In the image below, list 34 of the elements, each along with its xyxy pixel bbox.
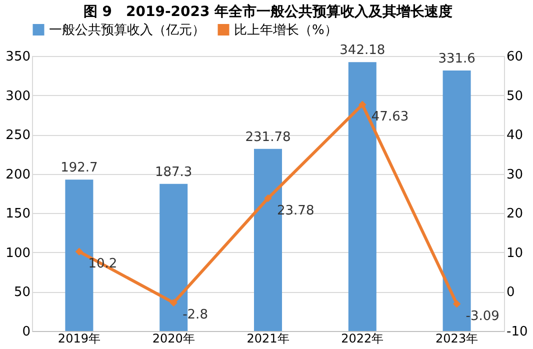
y2-tick-label: 50 — [506, 88, 524, 104]
data-label: 187.3 — [154, 164, 192, 180]
y2-tick-label: 40 — [506, 128, 524, 144]
chart-title: 图 9 2019-2023 年全市一般公共预算收入及其增长速度 — [83, 3, 453, 20]
x-tick-label: 2022年 — [341, 332, 384, 346]
y2-tick-label: 30 — [506, 167, 524, 182]
legend-label: 比上年增长（%） — [234, 22, 338, 38]
y-tick-label: 150 — [6, 206, 30, 222]
y-tick-label: 200 — [6, 167, 30, 182]
y-tick-label: 300 — [6, 88, 30, 104]
y2-tick-label: 10 — [506, 246, 524, 261]
point — [264, 194, 272, 202]
x-tick-label: 2021年 — [246, 332, 290, 346]
y-tick-label: 100 — [6, 246, 30, 261]
y2-tick-label: 20 — [506, 206, 524, 222]
y-tick-label: 0 — [22, 324, 30, 340]
x-tick-label: 2020年 — [152, 332, 195, 346]
point — [170, 298, 178, 307]
data-label: 342.18 — [340, 43, 386, 58]
y2-tick-label: 60 — [506, 50, 524, 64]
x-tick-label: 2023年 — [436, 332, 478, 346]
y2-tick-label: -10 — [506, 324, 528, 340]
data-label: 192.7 — [60, 160, 98, 176]
y-tick-label: 350 — [6, 50, 30, 64]
data-label: 331.6 — [438, 51, 476, 66]
legend-label: 一般公共预算收入（亿元） — [49, 22, 205, 38]
x-tick-label: 2019年 — [58, 332, 100, 346]
data-label: 231.78 — [245, 130, 291, 145]
point — [75, 248, 84, 256]
point — [452, 300, 461, 308]
y-tick-label: 50 — [14, 285, 30, 300]
y-tick-label: 250 — [6, 128, 30, 144]
point — [358, 100, 366, 108]
y2-tick-label: 0 — [506, 285, 515, 300]
